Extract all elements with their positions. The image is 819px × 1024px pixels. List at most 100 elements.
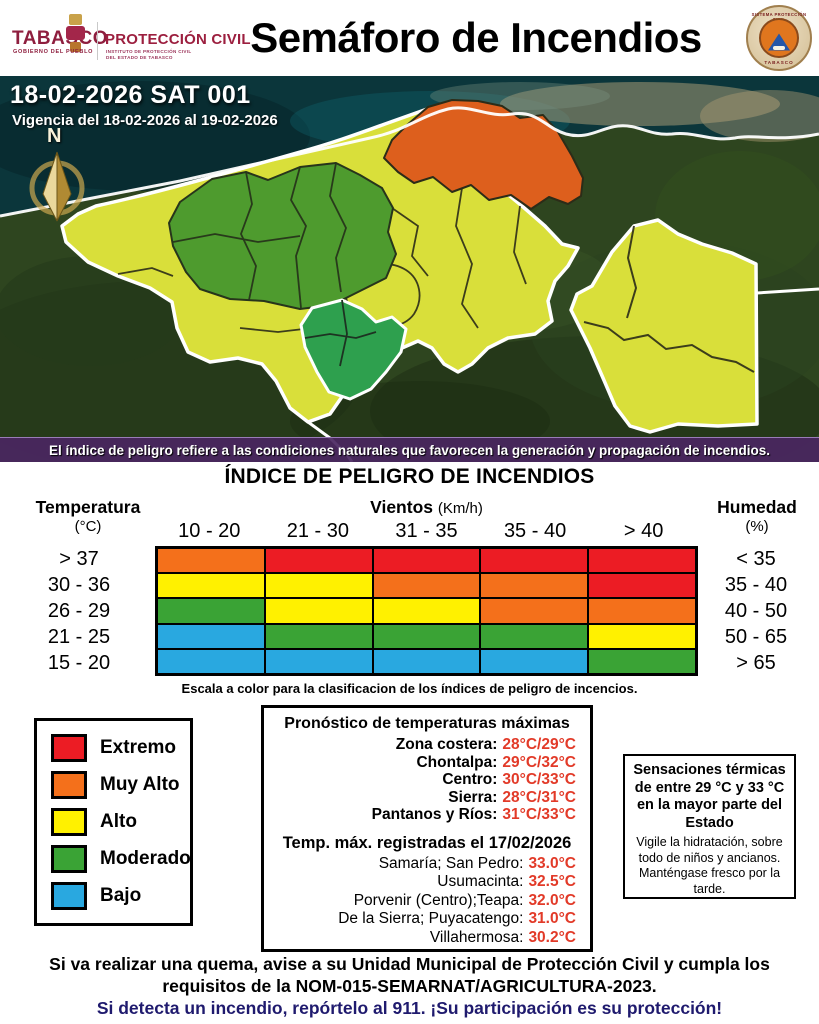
- matrix-cell-0-3: [480, 548, 589, 574]
- forecast-regions: Zona costera: 28°C/29°C Chontalpa: 29°C/32°…: [274, 736, 580, 824]
- wind-header: Vientos (Km/h): [155, 497, 698, 518]
- map-date: 18-02-2026 SAT 001: [10, 81, 251, 109]
- scale-caption: Escala a color para la clasificacion de …: [181, 681, 638, 696]
- agency-sub-line1: INSTITUTO DE PROTECCIÓN CIVIL: [106, 49, 192, 54]
- legend-box: Extremo Muy Alto Alto Moderado Bajo: [34, 718, 193, 926]
- forecast-station-2: Porvenir (Centro);Teapa: 32.0°C: [274, 892, 576, 911]
- forecast-title: Pronóstico de temperaturas máximas: [284, 715, 570, 732]
- matrix-cell-1-2: [372, 573, 481, 599]
- forecast-region-value: 28°C/29°C: [502, 736, 576, 753]
- matrix-cell-1-1: [264, 573, 373, 599]
- forecast-station-value: 32.5°C: [528, 873, 576, 890]
- matrix-cell-0-2: [372, 548, 481, 574]
- wind-ranges: 10 - 20 21 - 30 31 - 35 35 - 40 > 40: [155, 520, 698, 544]
- legend-swatch-orange: [51, 771, 87, 799]
- matrix-cell-0-4: [588, 548, 696, 574]
- proteccion-civil-seal-icon: SISTEMA PROTECCIÓN CIVIL TABASCO: [746, 5, 812, 71]
- temperature-label: Temperatura: [35, 497, 141, 517]
- matrix-cell-3-0: [157, 623, 265, 649]
- matrix-cell-1-4: [588, 573, 696, 599]
- forecast-region-label: Chontalpa:: [416, 753, 498, 771]
- footer-burn-notice: Si va realizar una quema, avise a su Uni…: [49, 954, 770, 996]
- forecast-station-label: Usumacinta:: [437, 873, 524, 890]
- matrix-cell-4-3: [480, 648, 589, 674]
- legend-item-3: Moderado: [51, 845, 191, 873]
- matrix-cell-0-0: [157, 548, 265, 574]
- forecast-station-label: De la Sierra; Puyacatengo:: [338, 910, 524, 927]
- legend-swatch-red: [51, 734, 87, 762]
- forecast-station-1: Usumacinta: 32.5°C: [274, 873, 576, 892]
- legend-item-1: Muy Alto: [51, 771, 190, 799]
- matrix-cell-3-3: [480, 623, 589, 649]
- temp-range-3: 21 - 25: [47, 625, 111, 648]
- temp-ranges: > 37 30 - 36 26 - 29 21 - 25 15 - 20: [10, 546, 148, 676]
- forecast-region-label: Sierra:: [448, 788, 498, 806]
- footer-report-notice: Si detecta un incendio, repórtelo al 911…: [96, 998, 723, 1018]
- legend-swatch-blue: [51, 882, 87, 910]
- wind-unit: (Km/h): [437, 500, 483, 517]
- matrix-cell-2-2: [372, 598, 481, 624]
- legend-label: Alto: [100, 811, 137, 832]
- forecast-station-value: 30.2°C: [528, 928, 576, 946]
- legend-label: Moderado: [100, 848, 191, 869]
- forecast-station-label: Porvenir (Centro);Teapa:: [353, 891, 524, 909]
- wind-range-0: 10 - 20: [178, 520, 241, 542]
- temp-range-2: 26 - 29: [47, 599, 111, 622]
- forecast-region-2: Centro: 30°C/33°C: [274, 771, 576, 789]
- humidity-range-4: > 65: [736, 651, 776, 674]
- matrix-cell-3-1: [264, 623, 373, 649]
- index-title: ÍNDICE DE PELIGRO DE INCENDIOS: [224, 465, 595, 488]
- wind-range-4: > 40: [623, 520, 664, 542]
- forecast-station-value: 33.0°C: [528, 854, 576, 872]
- forecast-region-label: Centro:: [442, 771, 498, 788]
- seal-hands-icon: [773, 45, 785, 50]
- footer-notice: Si va realizar una quema, avise a su Uni…: [0, 954, 819, 1019]
- forecast-station-value: 32.0°C: [528, 891, 576, 909]
- agency-sub-line2: DEL ESTADO DE TABASCO: [106, 55, 173, 60]
- thermal-sensation-box: Sensaciones térmicas de entre 29 °C y 33…: [623, 754, 796, 899]
- thermal-bold-text: Sensaciones térmicas de entre 29 °C y 33…: [633, 762, 786, 831]
- humidity-label: Humedad: [717, 497, 797, 517]
- matrix-cell-2-1: [264, 598, 373, 624]
- temp-range-4: 15 - 20: [47, 651, 111, 674]
- matrix-cell-3-4: [588, 623, 696, 649]
- humidity-range-0: < 35: [736, 547, 776, 570]
- wind-range-2: 31 - 35: [395, 520, 458, 542]
- forecast-box: Pronóstico de temperaturas máximas Zona …: [261, 705, 593, 952]
- forecast-region-label: Pantanos y Ríos:: [371, 806, 498, 823]
- map-caption-bar: El índice de peligro refiere a las condi…: [0, 437, 819, 462]
- matrix-cell-2-3: [480, 598, 589, 624]
- forecast-station-value: 31.0°C: [528, 910, 576, 927]
- forecast-region-value: 28°C/31°C: [502, 788, 576, 806]
- map-validity: Vigencia del 18-02-2026 al 19-02-2026: [12, 112, 278, 129]
- matrix-cell-2-0: [157, 598, 265, 624]
- temperature-unit: (°C): [74, 518, 102, 535]
- forecast-stations: Samaría; San Pedro: 33.0°C Usumacinta: 32.5…: [274, 855, 580, 948]
- temp-range-0: > 37: [59, 547, 99, 570]
- tabasco-tagline: GOBIERNO DEL PUEBLO: [13, 49, 94, 55]
- legend-item-2: Alto: [51, 808, 190, 836]
- proteccion-civil-wordmark: PROTECCIÓN CIVIL: [105, 31, 251, 48]
- forecast-region-3: Sierra: 28°C/31°C: [274, 789, 576, 807]
- forecast-station-3: De la Sierra; Puyacatengo: 31.0°C: [274, 910, 576, 929]
- forecast-region-1: Chontalpa: 29°C/32°C: [274, 754, 576, 772]
- matrix-cell-4-4: [588, 648, 696, 674]
- header-divider: [97, 22, 98, 60]
- forecast-region-label: Zona costera:: [395, 736, 498, 753]
- legend-item-0: Extremo: [51, 734, 190, 762]
- legend-swatch-yellow: [51, 808, 87, 836]
- wind-range-3: 35 - 40: [503, 520, 567, 542]
- forecast-station-label: Villahermosa:: [429, 928, 524, 946]
- humidity-unit: (%): [745, 518, 769, 535]
- thermal-advice-text: Vigile la hidratación, sobre todo de niñ…: [636, 835, 783, 896]
- danger-matrix: [155, 546, 698, 676]
- matrix-cell-2-4: [588, 598, 696, 624]
- matrix-cell-1-3: [480, 573, 589, 599]
- tabasco-danger-map: 18-02-2026 SAT 001 Vigencia del 18-02-20…: [0, 76, 819, 462]
- map-graphic: [0, 76, 819, 462]
- forecast-region-value: 31°C/33°C: [502, 806, 576, 823]
- matrix-cell-4-2: [372, 648, 481, 674]
- wind-label: Vientos: [370, 497, 433, 517]
- matrix-cell-1-0: [157, 573, 265, 599]
